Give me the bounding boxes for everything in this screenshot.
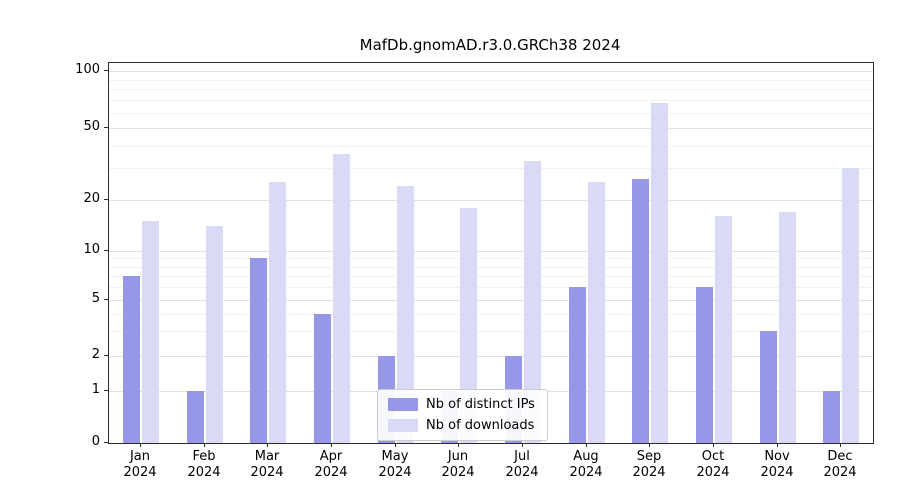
gridline-minor xyxy=(109,287,873,288)
x-tick-label: Feb 2024 xyxy=(187,449,221,480)
bar-distinct-ips-mar xyxy=(250,258,267,443)
gridline xyxy=(109,200,873,201)
legend-label-distinct-ips: Nb of distinct IPs xyxy=(426,397,535,412)
y-tick-mark xyxy=(104,70,108,71)
bar-downloads-oct xyxy=(715,216,732,443)
gridline-minor xyxy=(109,146,873,147)
x-tick-label: Jun 2024 xyxy=(441,449,475,480)
legend-swatch-downloads xyxy=(388,419,418,432)
y-tick-label: 20 xyxy=(83,191,100,206)
x-tick-mark xyxy=(713,443,714,447)
bar-downloads-aug xyxy=(588,182,605,443)
gridline-minor xyxy=(109,100,873,101)
gridline-minor xyxy=(109,113,873,114)
y-tick-mark xyxy=(104,127,108,128)
gridline xyxy=(109,251,873,252)
x-tick-mark xyxy=(522,443,523,447)
bar-downloads-jun xyxy=(460,208,477,443)
gridline xyxy=(109,300,873,301)
bar-downloads-feb xyxy=(206,226,223,443)
x-tick-mark xyxy=(649,443,650,447)
legend-swatch-distinct-ips xyxy=(388,398,418,411)
x-tick-mark xyxy=(840,443,841,447)
bar-distinct-ips-apr xyxy=(314,314,331,443)
y-tick-label: 50 xyxy=(83,119,100,134)
x-tick-label: Dec 2024 xyxy=(823,449,857,480)
x-tick-mark xyxy=(331,443,332,447)
bar-downloads-apr xyxy=(333,154,350,443)
x-tick-label: Nov 2024 xyxy=(760,449,794,480)
x-tick-label: May 2024 xyxy=(378,449,412,480)
gridline-minor xyxy=(109,168,873,169)
x-tick-mark xyxy=(458,443,459,447)
gridline-minor xyxy=(109,331,873,332)
legend-label-downloads: Nb of downloads xyxy=(426,418,535,433)
chart-title: MafDb.gnomAD.r3.0.GRCh38 2024 xyxy=(359,36,621,54)
y-tick-mark xyxy=(104,199,108,200)
y-tick-mark xyxy=(104,355,108,356)
bar-distinct-ips-jan xyxy=(123,276,140,443)
bar-distinct-ips-sep xyxy=(632,179,649,443)
bar-downloads-jan xyxy=(142,221,159,443)
plot-area: Nb of distinct IPs Nb of downloads xyxy=(108,62,874,444)
y-tick-label: 0 xyxy=(91,434,100,449)
gridline-minor xyxy=(109,314,873,315)
y-tick-mark xyxy=(104,390,108,391)
y-tick-label: 5 xyxy=(91,291,100,306)
gridline-minor xyxy=(109,80,873,81)
y-tick-label: 10 xyxy=(83,242,100,257)
x-tick-mark xyxy=(204,443,205,447)
legend-item-distinct-ips: Nb of distinct IPs xyxy=(388,397,535,412)
x-tick-label: Oct 2024 xyxy=(696,449,730,480)
bar-distinct-ips-feb xyxy=(187,391,204,443)
gridline-minor xyxy=(109,89,873,90)
bar-downloads-sep xyxy=(651,103,668,443)
y-tick-mark xyxy=(104,442,108,443)
gridline xyxy=(109,128,873,129)
gridline xyxy=(109,71,873,72)
y-tick-label: 1 xyxy=(91,382,100,397)
y-tick-mark xyxy=(104,299,108,300)
bar-distinct-ips-nov xyxy=(760,331,777,443)
gridline-minor xyxy=(109,267,873,268)
bar-distinct-ips-aug xyxy=(569,287,586,443)
y-tick-mark xyxy=(104,250,108,251)
x-tick-mark xyxy=(586,443,587,447)
y-tick-label: 100 xyxy=(75,62,100,77)
gridline xyxy=(109,356,873,357)
x-tick-label: Apr 2024 xyxy=(314,449,348,480)
bar-distinct-ips-dec xyxy=(823,391,840,443)
x-tick-label: Jul 2024 xyxy=(505,449,539,480)
x-tick-label: Sep 2024 xyxy=(632,449,666,480)
gridline-minor xyxy=(109,276,873,277)
x-tick-mark xyxy=(140,443,141,447)
y-tick-label: 2 xyxy=(91,347,100,362)
x-tick-label: Aug 2024 xyxy=(569,449,603,480)
legend: Nb of distinct IPs Nb of downloads xyxy=(377,389,548,441)
legend-item-downloads: Nb of downloads xyxy=(388,418,535,433)
x-tick-mark xyxy=(395,443,396,447)
gridline-minor xyxy=(109,258,873,259)
bar-downloads-dec xyxy=(842,168,859,443)
bar-downloads-mar xyxy=(269,182,286,443)
bar-downloads-jul xyxy=(524,161,541,443)
bar-downloads-nov xyxy=(779,212,796,443)
x-tick-mark xyxy=(267,443,268,447)
x-tick-mark xyxy=(777,443,778,447)
x-tick-label: Jan 2024 xyxy=(123,449,157,480)
bar-distinct-ips-oct xyxy=(696,287,713,443)
x-tick-label: Mar 2024 xyxy=(250,449,284,480)
bar-downloads-may xyxy=(397,186,414,443)
